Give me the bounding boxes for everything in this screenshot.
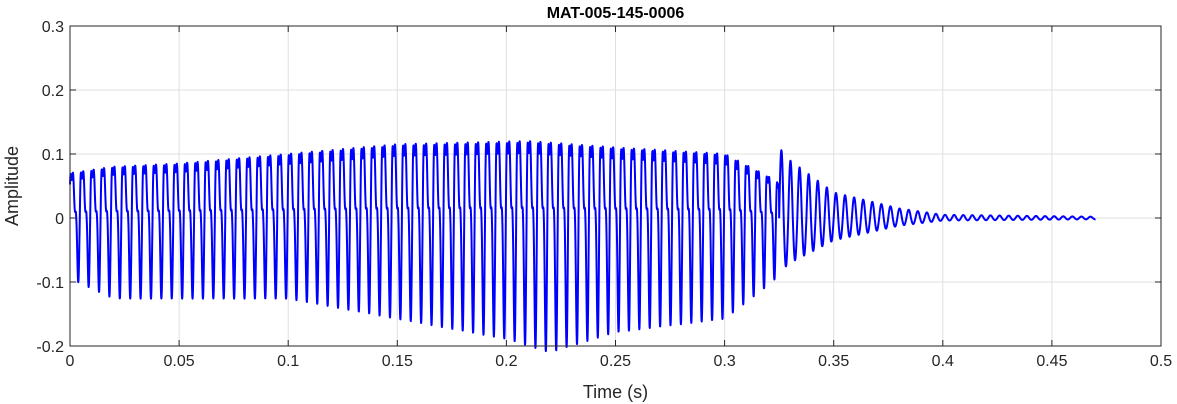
- y-tick-label: 0.1: [42, 147, 64, 164]
- x-tick-label: 0.35: [818, 353, 849, 370]
- y-axis-ticks: -0.2 -0.1 0 0.1 0.2 0.3: [36, 19, 1161, 356]
- x-tick-label: 0.15: [382, 353, 413, 370]
- y-tick-label: -0.1: [36, 275, 64, 292]
- chart-title: MAT-005-145-0006: [547, 5, 685, 22]
- x-tick-label: 0.2: [495, 353, 517, 370]
- y-tick-label: 0.3: [42, 19, 64, 36]
- series-layer: [69, 140, 1097, 353]
- x-axis-label: Time (s): [583, 382, 648, 402]
- y-tick-label: -0.2: [36, 339, 64, 356]
- y-tick-label: 0: [55, 211, 64, 228]
- x-tick-label: 0.3: [713, 353, 735, 370]
- x-axis-ticks: 0 0.05 0.1 0.15 0.2 0.25 0.3 0.35 0.4 0.45 0.5: [66, 26, 1172, 370]
- y-tick-label: 0.2: [42, 83, 64, 100]
- x-tick-label: 0: [66, 353, 75, 370]
- x-tick-label: 0.25: [600, 353, 631, 370]
- x-tick-label: 0.1: [277, 353, 299, 370]
- x-tick-label: 0.45: [1036, 353, 1067, 370]
- x-tick-label: 0.05: [164, 353, 195, 370]
- y-axis-label: Amplitude: [2, 146, 22, 226]
- x-tick-label: 0.4: [932, 353, 954, 370]
- series-line-0: [69, 140, 1097, 353]
- x-tick-label: 0.5: [1150, 353, 1172, 370]
